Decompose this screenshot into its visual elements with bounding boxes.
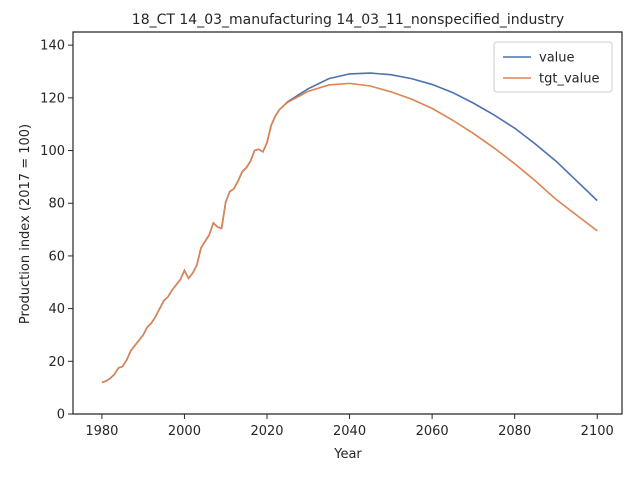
y-tick-label: 140 — [40, 39, 65, 54]
chart-title: 18_CT 14_03_manufacturing 14_03_11_nonsp… — [132, 12, 564, 28]
x-tick-label: 2040 — [333, 424, 366, 439]
y-tick-label: 80 — [48, 197, 65, 212]
x-tick-label: 2000 — [168, 424, 201, 439]
legend-label: tgt_value — [539, 72, 599, 87]
y-tick-label: 40 — [48, 302, 65, 317]
y-axis-label: Production index (2017 = 100) — [18, 124, 33, 324]
series-line — [101, 82, 598, 384]
axes-frame — [72, 31, 623, 415]
legend-label: value — [539, 51, 575, 66]
x-tick-label: 1980 — [85, 424, 118, 439]
y-tick-label: 20 — [48, 355, 65, 370]
y-tick-label: 100 — [40, 144, 65, 159]
series-line — [101, 72, 598, 384]
x-tick-label: 2020 — [250, 424, 283, 439]
y-tick-label: 60 — [48, 249, 65, 264]
y-tick-label: 0 — [57, 408, 65, 423]
x-tick-label: 2100 — [581, 424, 614, 439]
legend-box — [493, 41, 613, 93]
y-tick-label: 120 — [40, 91, 65, 106]
x-axis-label: Year — [333, 447, 362, 462]
x-tick-label: 2080 — [498, 424, 531, 439]
x-tick-label: 2060 — [416, 424, 449, 439]
